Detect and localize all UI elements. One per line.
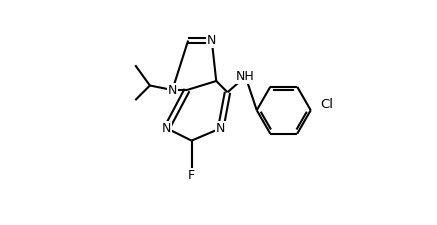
Text: NH: NH <box>236 70 255 83</box>
Text: N: N <box>168 83 177 97</box>
Text: Cl: Cl <box>320 98 333 111</box>
Text: N: N <box>207 34 216 47</box>
Text: N: N <box>162 122 171 135</box>
Text: F: F <box>188 169 195 182</box>
Text: N: N <box>216 122 225 135</box>
